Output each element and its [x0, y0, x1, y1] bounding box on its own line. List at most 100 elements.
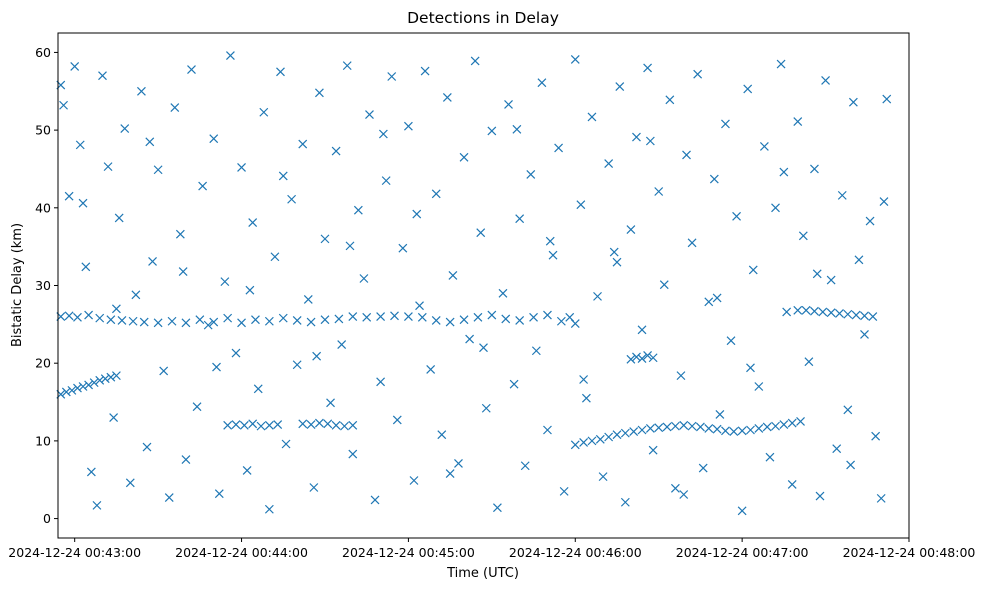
data-point: [815, 491, 825, 501]
data-point: [287, 194, 297, 204]
x-axis-label: Time (UTC): [446, 566, 519, 581]
data-point: [554, 143, 564, 153]
data-point: [559, 486, 569, 496]
data-point: [698, 463, 708, 473]
data-point: [515, 316, 525, 325]
data-point: [306, 420, 316, 429]
data-point: [737, 426, 747, 436]
data-point: [114, 213, 124, 223]
data-point: [882, 94, 892, 104]
data-point: [715, 410, 725, 419]
data-point: [398, 243, 408, 253]
data-point: [721, 426, 730, 436]
data-point: [454, 458, 463, 468]
y-tick-label: 20: [35, 356, 51, 371]
data-point: [281, 439, 291, 449]
data-point: [81, 262, 91, 272]
data-point: [409, 476, 419, 485]
data-point: [164, 493, 174, 503]
data-point: [612, 430, 622, 440]
data-point: [59, 100, 68, 110]
data-point: [159, 366, 169, 376]
data-point: [445, 317, 455, 327]
data-point: [345, 241, 355, 251]
data-point: [793, 117, 803, 126]
data-point: [854, 255, 864, 265]
data-point: [431, 189, 441, 199]
data-point: [693, 69, 703, 79]
y-tick-label: 60: [35, 45, 51, 60]
data-point: [78, 382, 88, 391]
data-point: [779, 420, 789, 429]
data-point: [587, 112, 597, 122]
data-point: [782, 307, 792, 317]
data-point: [868, 312, 878, 322]
data-point: [248, 419, 258, 429]
data-point: [479, 343, 488, 353]
data-point: [106, 372, 116, 382]
data-point: [821, 75, 830, 85]
data-point: [95, 313, 105, 323]
y-axis-ticks: 0 10 20 30 40 50 60: [35, 45, 58, 526]
data-point: [615, 82, 625, 92]
data-point: [231, 420, 241, 429]
data-point: [470, 56, 480, 66]
data-point: [810, 164, 819, 174]
data-point: [170, 103, 180, 113]
data-point: [748, 265, 758, 275]
data-point: [256, 421, 266, 431]
data-point: [704, 424, 714, 433]
data-point: [331, 146, 341, 156]
data-point: [348, 449, 358, 459]
data-point: [818, 307, 828, 317]
data-point: [95, 375, 105, 385]
data-point: [570, 440, 580, 450]
data-point: [687, 238, 697, 248]
data-point: [390, 311, 399, 321]
data-point: [826, 308, 836, 318]
data-point: [98, 71, 107, 81]
data-point: [587, 436, 597, 446]
data-point: [270, 252, 280, 262]
data-point: [473, 312, 483, 322]
data-point: [175, 229, 185, 239]
data-point: [89, 378, 99, 388]
data-point: [128, 316, 138, 326]
data-point: [726, 336, 736, 346]
data-point: [348, 312, 358, 322]
data-point: [120, 124, 130, 133]
data-point: [195, 315, 205, 325]
x-tick-label: 2024-12-24 00:43:00: [8, 545, 141, 560]
data-point: [843, 309, 853, 319]
data-point: [75, 140, 85, 150]
data-point: [78, 198, 88, 208]
y-tick-label: 30: [35, 278, 51, 293]
data-point: [259, 107, 269, 117]
data-point: [248, 218, 258, 227]
data-point: [556, 316, 566, 326]
data-point: [337, 340, 347, 349]
data-point: [776, 59, 786, 69]
y-tick-label: 10: [35, 433, 51, 448]
data-point: [762, 422, 772, 432]
data-point: [70, 61, 80, 71]
data-point: [198, 181, 208, 191]
data-point: [501, 314, 511, 324]
data-point: [465, 334, 475, 344]
data-point: [223, 313, 233, 323]
data-point: [103, 162, 113, 172]
data-point: [314, 88, 324, 98]
data-point: [142, 442, 152, 452]
data-point: [804, 357, 814, 367]
data-point: [531, 346, 541, 356]
chart-title: Detections in Delay: [407, 9, 559, 27]
data-point: [676, 371, 686, 381]
data-point: [426, 364, 436, 374]
data-point: [492, 503, 502, 513]
data-point: [298, 419, 308, 429]
data-point: [376, 377, 386, 387]
data-point: [765, 452, 775, 462]
data-point: [167, 316, 177, 326]
data-point: [273, 420, 283, 429]
data-point: [231, 348, 241, 358]
